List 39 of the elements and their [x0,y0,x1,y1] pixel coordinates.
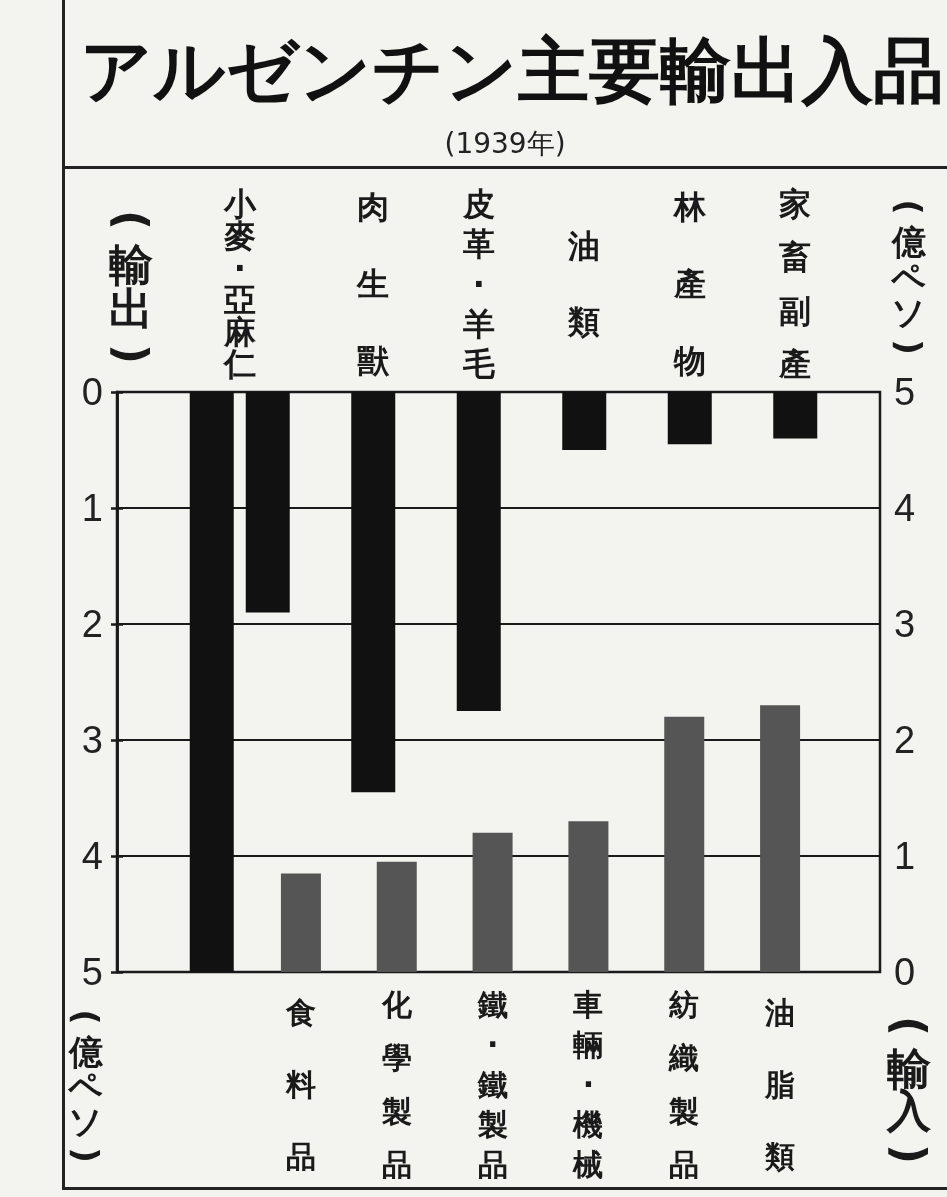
x-tick-label: 皮革·羊毛 [461,185,496,383]
bar [472,832,513,972]
category-label: 肉生獸 [357,188,390,380]
category-label: 油脂類 [765,995,796,1174]
y-axis-title: (輸出) [105,208,158,367]
y-tick-label: 1 [894,835,916,877]
y-tick-label: 2 [81,603,103,645]
y-tick-label: 5 [81,951,103,993]
x-tick-label: 家畜副產 [778,185,813,383]
x-tick-label: 小麥·亞麻仁 [222,185,258,383]
x-tick-label: 車輛·機械 [571,987,605,1182]
y-axis-title: (輸入) [883,1014,936,1167]
bar [562,392,607,450]
category-label: 油類 [568,226,601,342]
y-tick-label: 0 [894,951,916,993]
y-tick-label: 4 [894,487,916,529]
x-tick-label: 鐵·鐵製品 [476,987,509,1182]
bar [568,821,609,972]
y-tick-label: 1 [81,487,103,529]
y-tick-label: 2 [894,719,916,761]
bar [773,392,818,439]
text: (億ペソ) [888,198,930,357]
category-label: 林產物 [673,188,706,380]
y-tick-label: 3 [894,603,916,645]
text: (億ペソ) [65,1008,107,1165]
category-label: 食料品 [285,995,316,1174]
bar [280,873,321,972]
bar [760,705,801,972]
x-tick-label: 化學製品 [380,987,413,1182]
bar [376,861,417,972]
y-tick-label: 5 [894,371,916,413]
bar [667,392,712,445]
chart-subtitle: (1939年) [444,126,566,160]
bar [664,716,705,972]
y-tick-label: 4 [81,835,103,877]
chart-title: アルゼンチン主要輸出入品 [80,29,944,112]
x-tick-label: 紡織製品 [667,987,701,1182]
y-tick-label: 0 [81,371,103,413]
y-tick-label: 3 [81,719,103,761]
